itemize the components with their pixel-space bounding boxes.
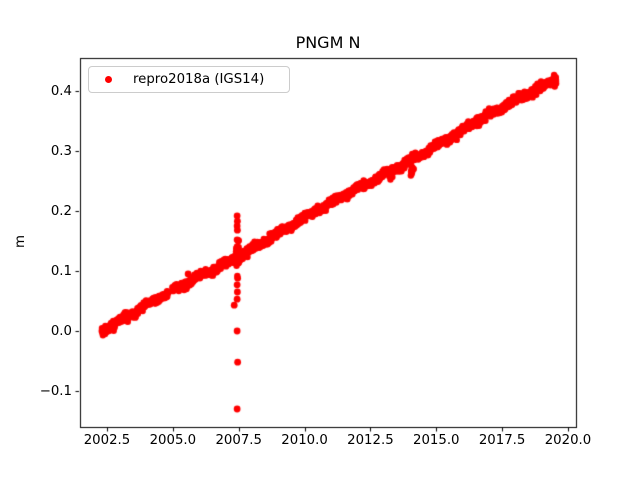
- x-tick-label: 2012.5: [347, 433, 394, 448]
- x-tick-label: 2007.5: [215, 433, 262, 448]
- x-tick-label: 2015.0: [412, 433, 460, 448]
- y-tick-label: 0.0: [50, 323, 72, 339]
- y-tick-label: 0.2: [50, 203, 72, 219]
- legend-marker-icon: [105, 76, 112, 83]
- legend-label: repro2018a (IGS14): [133, 72, 265, 87]
- chart-title: PNGM N: [295, 33, 361, 52]
- x-tick-label: 2010.0: [281, 433, 328, 448]
- y-tick-label: 0.1: [50, 263, 72, 279]
- y-tick-label: 0.3: [50, 143, 72, 159]
- y-axis-label: m: [12, 235, 28, 248]
- x-tick-label: 2005.0: [149, 433, 197, 448]
- x-tick-label: 2002.5: [83, 433, 131, 448]
- legend: repro2018a (IGS14): [88, 66, 290, 93]
- x-tick-label: 2020.0: [544, 433, 592, 448]
- x-tick-label: 2017.5: [478, 433, 526, 448]
- y-tick-label: 0.4: [50, 83, 72, 99]
- y-tick-label: −0.1: [39, 383, 72, 399]
